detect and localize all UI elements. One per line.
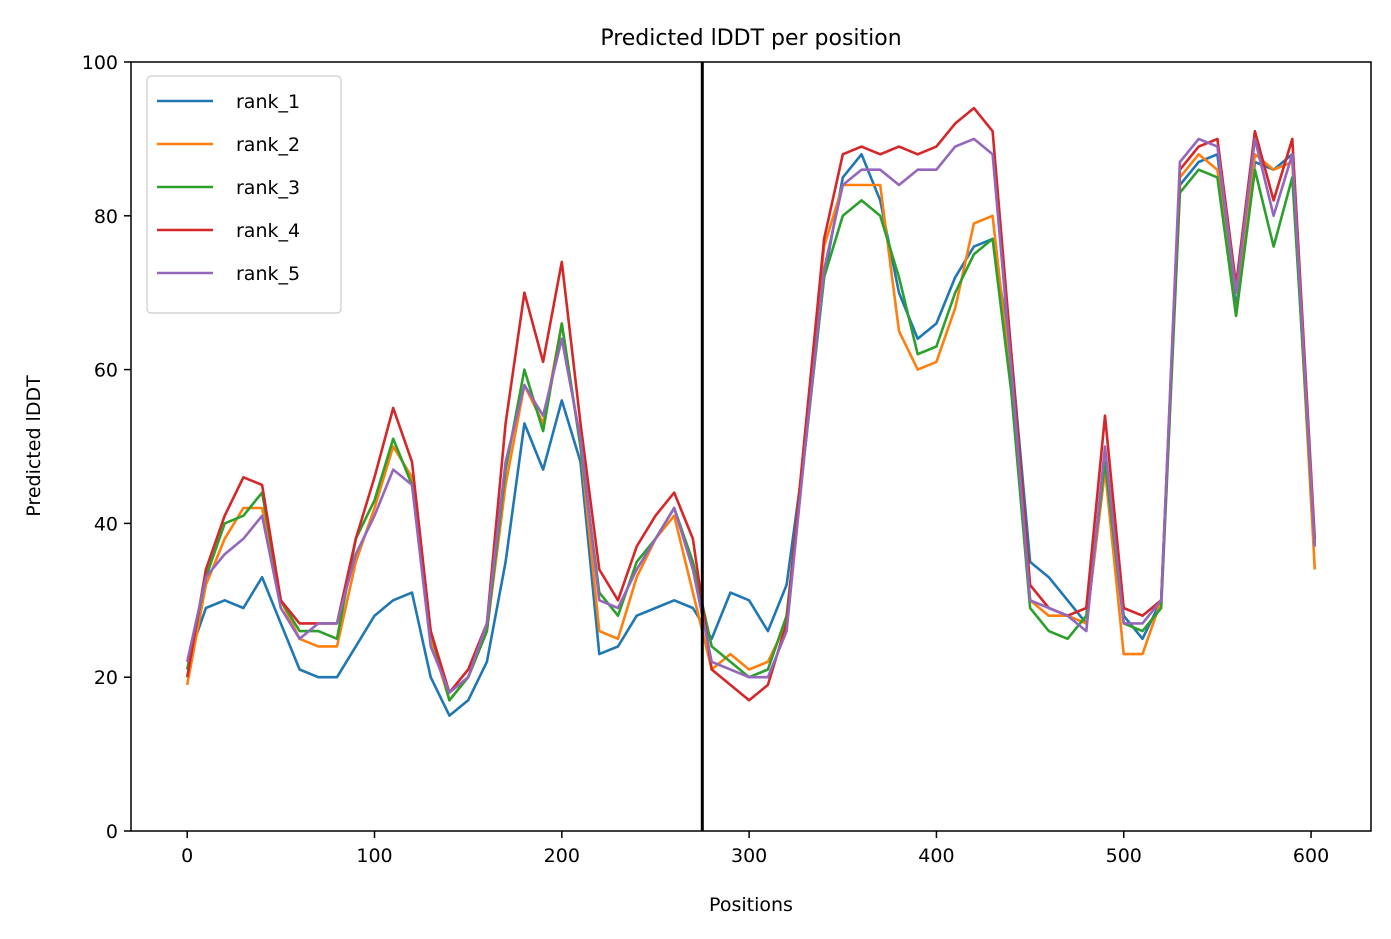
x-axis: 0 100 200 300 400 500 600 <box>181 831 1329 867</box>
x-tick-label: 200 <box>544 845 580 867</box>
legend-box <box>146 75 342 314</box>
series-line-rank_4 <box>185 106 1317 702</box>
x-tick-label: 600 <box>1293 845 1329 867</box>
legend-label-rank_1: rank_1 <box>236 91 300 113</box>
y-tick-label: 80 <box>94 206 118 228</box>
x-tick-label: 100 <box>356 845 392 867</box>
plot-lines <box>185 106 1317 717</box>
y-tick-label: 20 <box>94 667 118 689</box>
y-tick-label: 60 <box>94 360 118 382</box>
legend-label-rank_5: rank_5 <box>236 263 300 285</box>
x-tick-label: 300 <box>731 845 767 867</box>
x-tick-label: 0 <box>181 845 193 867</box>
axes-frame <box>130 61 1372 832</box>
series-line-rank_2 <box>185 153 1317 702</box>
chart-title: Predicted lDDT per position <box>600 26 901 51</box>
x-tick-label: 400 <box>918 845 954 867</box>
y-axis-label: Predicted lDDT <box>23 375 45 517</box>
series-line-rank_5 <box>185 137 1317 694</box>
y-tick-label: 40 <box>94 513 118 535</box>
legend-label-rank_4: rank_4 <box>236 220 300 242</box>
legend-label-rank_2: rank_2 <box>236 134 300 156</box>
x-tick-label: 500 <box>1106 845 1142 867</box>
x-axis-label: Positions <box>709 894 793 916</box>
legend-label-rank_3: rank_3 <box>236 177 300 199</box>
y-tick-label: 0 <box>106 821 118 843</box>
y-axis: 0 20 40 60 80 100 <box>82 52 131 843</box>
legend: rank_1 rank_2 rank_3 rank_4 rank_5 <box>146 75 342 314</box>
y-tick-label: 100 <box>82 52 118 74</box>
